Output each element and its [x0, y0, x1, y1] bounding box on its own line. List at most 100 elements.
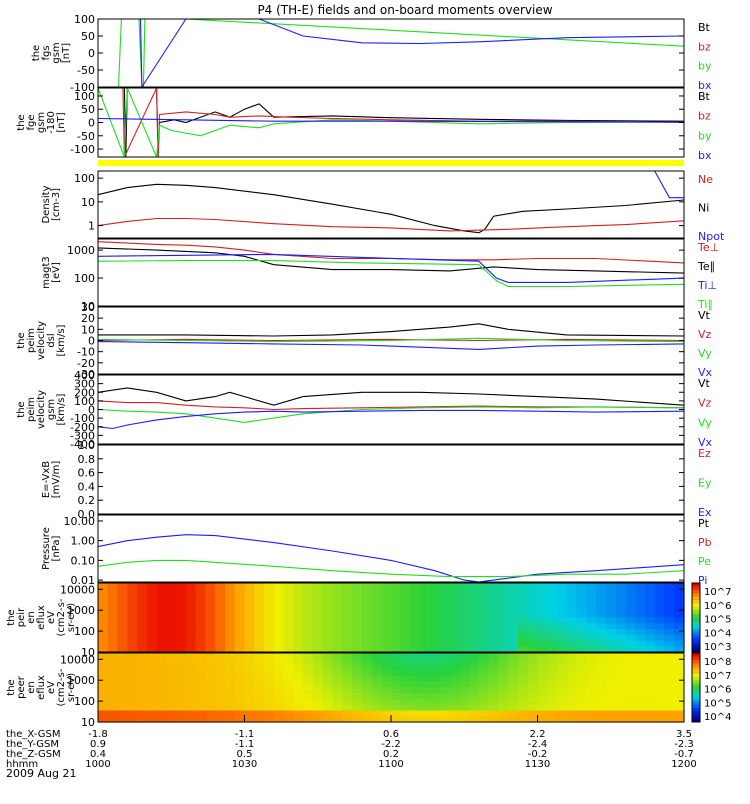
spectrogram-cell	[566, 704, 578, 712]
spectrogram-cell	[478, 640, 490, 647]
colorbar-segment	[692, 684, 700, 688]
spectrogram-cell	[400, 704, 412, 712]
spectrogram-cell	[254, 658, 265, 666]
spectrogram-cell	[469, 699, 480, 706]
spectrogram-cell	[508, 704, 519, 712]
spectrogram-cell	[469, 617, 480, 624]
legend-label: Vy	[698, 416, 712, 429]
spectrogram-cell	[605, 640, 617, 647]
spectrogram-cell	[586, 583, 597, 590]
spectrogram-cell	[342, 617, 353, 624]
spectrogram-cell	[371, 693, 382, 700]
spectrogram-cell	[254, 640, 265, 647]
spectrogram-cell	[215, 588, 226, 596]
panel-frame	[97, 374, 685, 445]
spectrogram-cell	[547, 704, 558, 712]
spectrogram-cell	[635, 681, 646, 689]
spectrogram-cell	[215, 594, 226, 601]
y-tick-label: 100	[74, 90, 95, 103]
spectrogram-cell	[244, 583, 255, 590]
spectrogram-cell	[420, 704, 431, 712]
spectrogram-cell	[566, 640, 578, 647]
y-axis-label: the	[16, 401, 27, 417]
y-tick-label: 30	[81, 301, 95, 314]
spectrogram-cell	[439, 611, 451, 619]
spectrogram-cell	[303, 606, 314, 613]
spectrogram-cell	[332, 600, 343, 607]
spectrogram-cell	[576, 606, 587, 613]
spectrogram-cell	[244, 716, 255, 723]
spectrogram-cell	[254, 704, 265, 712]
spectrogram-cell	[146, 699, 158, 706]
spectrogram-cell	[176, 640, 187, 647]
spectrogram-cell	[224, 704, 236, 712]
spectrogram-cell	[517, 687, 529, 694]
spectrogram-cell	[332, 681, 343, 689]
spectrogram-cell	[303, 623, 314, 630]
spectrogram-cell	[664, 687, 675, 694]
spectrogram-cell	[527, 617, 539, 624]
spectrogram-cell	[195, 699, 207, 706]
y-axis-label: the	[31, 45, 42, 61]
spectrogram-cell	[566, 693, 578, 700]
spectrogram-cell	[322, 716, 333, 723]
spectrogram-cell	[498, 594, 509, 601]
spectrogram-cell	[361, 676, 373, 683]
y-axis-label: gsm	[51, 42, 62, 63]
spectrogram-cell	[430, 699, 441, 706]
series-line-green	[97, 559, 685, 578]
spectrogram-cell	[654, 676, 666, 683]
legend-label: Pi	[698, 574, 707, 587]
spectrogram-cell	[264, 629, 275, 636]
spectrogram-cell	[654, 600, 666, 607]
spectrogram-cell	[605, 681, 617, 689]
spectrogram-cell	[430, 716, 441, 723]
spectrogram-cell	[283, 658, 294, 666]
orbit-row-name: the_Y-GSM	[6, 739, 59, 750]
spectrogram-cell	[127, 611, 138, 619]
spectrogram-cell	[224, 664, 236, 671]
spectrogram-cell	[459, 710, 470, 717]
spectrogram-cell	[293, 629, 304, 636]
spectrogram-cell	[517, 676, 529, 683]
spectrogram-cell	[224, 693, 236, 700]
colorbar-tick-label: 10^5	[704, 615, 731, 626]
spectrogram-cell	[283, 676, 294, 683]
spectrogram-cell	[205, 676, 216, 683]
spectrogram-cell	[176, 611, 187, 619]
spectrogram-cell	[137, 658, 148, 666]
spectrogram-cell	[547, 699, 558, 706]
spectrogram-cell	[176, 693, 187, 700]
y-tick-label: 50	[81, 103, 95, 116]
spectrogram-cell	[127, 617, 138, 624]
legend-label: bz	[698, 40, 711, 53]
spectrogram-cell	[586, 617, 597, 624]
spectrogram-cell	[420, 676, 431, 683]
spectrogram-cell	[420, 611, 431, 619]
spectrogram-cell	[224, 699, 236, 706]
spectrogram-cell	[400, 594, 412, 601]
y-axis-label: the	[6, 609, 17, 625]
spectrogram-cell	[312, 676, 324, 683]
spectrogram-cell	[439, 699, 451, 706]
spectrogram-cell	[146, 658, 158, 666]
spectrogram-cell	[322, 646, 333, 653]
spectrogram-cell	[517, 588, 529, 596]
spectrogram-cell	[498, 716, 509, 723]
spectrogram-cell	[478, 693, 490, 700]
spectrogram-cell	[361, 583, 373, 590]
spectrogram-cell	[273, 623, 285, 630]
spectrogram-cell	[166, 716, 177, 723]
spectrogram-cell	[664, 634, 675, 642]
spectrogram-cell	[537, 704, 548, 712]
spectrogram-cell	[664, 664, 675, 671]
spectrogram-cell	[664, 658, 675, 666]
spectrogram-cell	[303, 588, 314, 596]
spectrogram-cell	[303, 611, 314, 619]
spectrogram-cell	[185, 646, 197, 653]
spectrogram-cell	[264, 704, 275, 712]
spectrogram-cell	[166, 617, 177, 624]
spectrogram-cell	[371, 653, 382, 660]
spectrogram-cell	[342, 658, 353, 666]
spectrogram-cell	[469, 640, 480, 647]
